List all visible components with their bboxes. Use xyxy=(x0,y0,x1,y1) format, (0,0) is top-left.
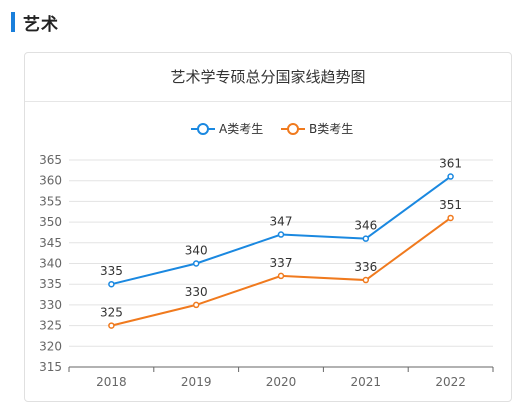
data-point xyxy=(192,301,200,309)
y-tick-label: 335 xyxy=(39,277,62,291)
y-tick-label: 365 xyxy=(39,153,62,167)
data-label: 335 xyxy=(100,264,123,278)
data-point xyxy=(192,260,200,267)
x-tick-label: 2019 xyxy=(181,375,212,389)
data-label: 325 xyxy=(100,306,123,320)
x-tick-label: 2018 xyxy=(96,375,127,389)
data-point xyxy=(447,173,454,180)
section-header: 艺术 xyxy=(11,11,59,35)
data-point xyxy=(108,322,115,329)
y-tick-label: 315 xyxy=(39,360,62,374)
chart-card: 艺术学专硕总分国家线趋势图 315 320 325 330 335 340 345 350 35… xyxy=(24,52,512,402)
data-label: 361 xyxy=(439,157,462,171)
x-tick-label: 2020 xyxy=(266,375,297,389)
section-accent-bar xyxy=(11,12,15,32)
data-label: 346 xyxy=(354,219,377,233)
y-tick-label: 320 xyxy=(39,339,62,353)
y-tick-label: 330 xyxy=(39,298,62,312)
data-point xyxy=(362,235,370,242)
line-chart: 315 320 325 330 335 340 345 350 355 360 365 2018 201… xyxy=(39,122,494,389)
data-label: 340 xyxy=(185,244,208,258)
data-label: 336 xyxy=(354,260,377,274)
data-label: 347 xyxy=(270,215,293,229)
y-tick-label: 355 xyxy=(39,194,62,208)
data-label: 337 xyxy=(270,256,293,270)
legend-marker[interactable] xyxy=(287,123,299,135)
legend-label[interactable]: B类考生 xyxy=(309,122,353,136)
data-point xyxy=(362,276,370,284)
data-point xyxy=(447,214,454,222)
data-point xyxy=(277,272,285,280)
section-title: 艺术 xyxy=(23,14,59,35)
legend-label[interactable]: A类考生 xyxy=(219,122,263,136)
y-tick-label: 345 xyxy=(39,236,62,250)
y-tick-label: 340 xyxy=(39,257,62,271)
data-label: 351 xyxy=(439,198,462,212)
data-label: 330 xyxy=(185,285,208,299)
y-tick-label: 360 xyxy=(39,174,62,188)
x-tick-label: 2022 xyxy=(435,375,466,389)
y-tick-label: 325 xyxy=(39,319,62,333)
data-point xyxy=(108,280,115,288)
legend-marker[interactable] xyxy=(197,123,209,135)
x-tick-label: 2021 xyxy=(351,375,382,389)
data-point xyxy=(277,231,285,238)
y-tick-label: 350 xyxy=(39,215,62,229)
chart-title: 艺术学专硕总分国家线趋势图 xyxy=(25,53,511,102)
